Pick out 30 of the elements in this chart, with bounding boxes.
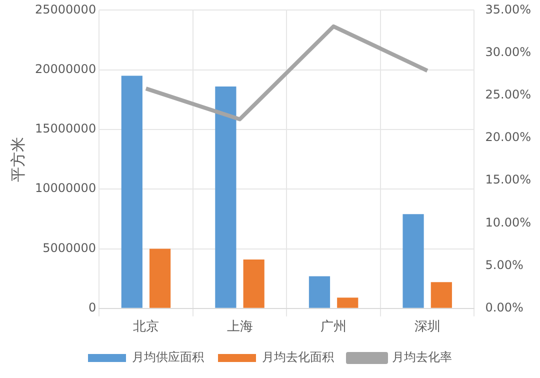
y-tick-label: 20000000 (35, 62, 96, 76)
y2-tick-label: 35.00% (485, 2, 532, 16)
bar (402, 214, 424, 308)
y-tick-label: 0 (88, 300, 96, 315)
x-tick-label: 上海 (226, 320, 253, 335)
x-tick-label: 广州 (320, 320, 347, 335)
bar (243, 259, 264, 308)
y-tick-label: 10000000 (35, 181, 96, 196)
legend-label: 月均去化面积 (262, 350, 334, 364)
y-axis-title: 平方米 (8, 136, 27, 182)
x-tick-label: 北京 (132, 320, 159, 335)
y2-tick-label: 20.00% (485, 130, 532, 144)
y2-tick-label: 25.00% (485, 88, 532, 102)
bar (337, 298, 358, 308)
x-tick-label: 深圳 (414, 320, 440, 335)
legend-label: 月均去化率 (392, 350, 452, 364)
y-tick-label: 5000000 (42, 240, 96, 255)
y2-tick-label: 15.00% (485, 172, 532, 187)
y2-tick-label: 30.00% (485, 44, 532, 59)
y2-tick-label: 5.00% (485, 258, 524, 272)
bar (121, 76, 142, 308)
legend-label: 月均供应面积 (132, 350, 204, 364)
y-tick-label: 15000000 (35, 122, 96, 136)
bar (308, 276, 330, 308)
y-tick-label: 25000000 (35, 2, 96, 16)
y2-tick-label: 0.00% (485, 300, 524, 315)
bar (430, 282, 452, 308)
bar (215, 86, 236, 308)
y2-tick-label: 10.00% (485, 215, 532, 230)
bar (149, 248, 171, 308)
